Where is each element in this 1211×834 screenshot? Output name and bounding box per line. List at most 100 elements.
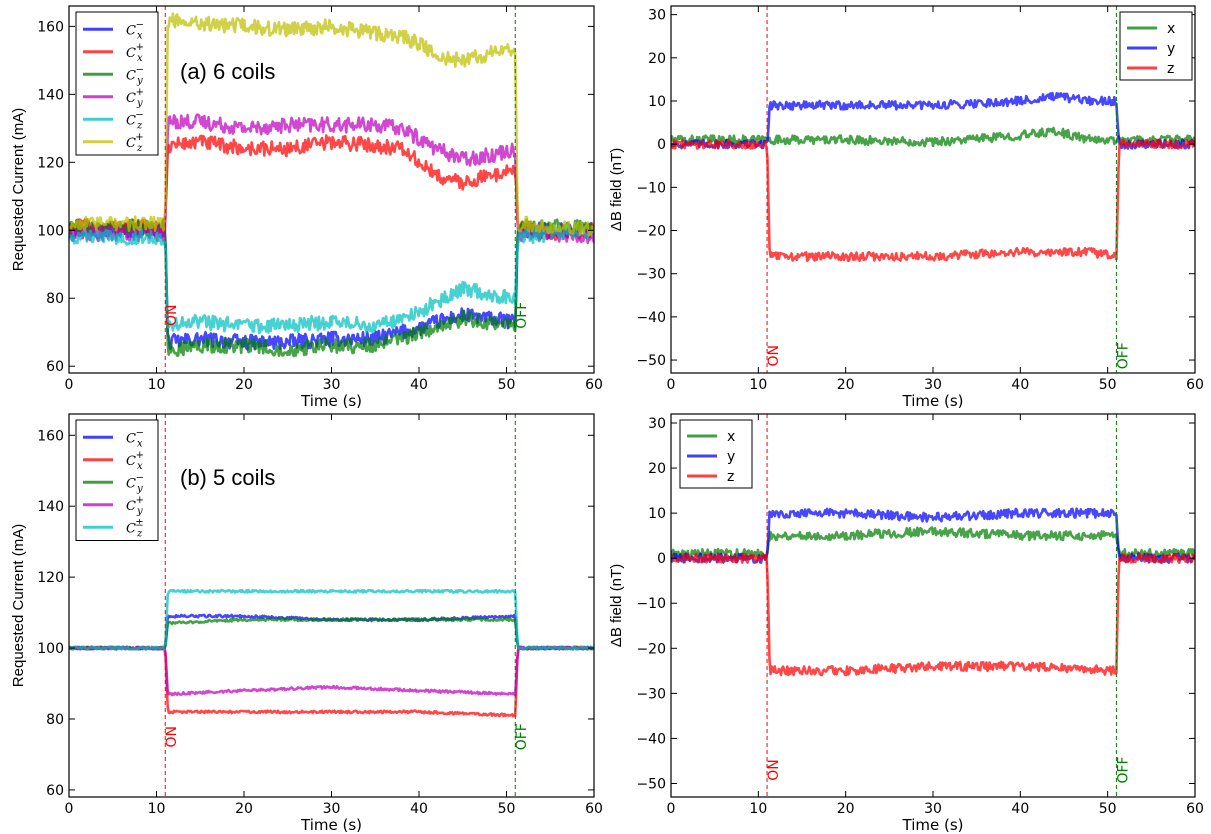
y-tick-label: 160 xyxy=(37,428,64,444)
y-tick-label: 30 xyxy=(648,416,666,432)
x-tick-label: 10 xyxy=(148,801,166,817)
x-tick-label: 30 xyxy=(323,801,341,817)
series-line-2 xyxy=(671,138,1195,263)
legend-box xyxy=(75,419,159,541)
series-line-4 xyxy=(69,223,594,335)
legend-label-sup: ± xyxy=(135,517,143,528)
y-axis-label: Requested Current (mA) xyxy=(10,108,27,271)
legend-label-sub: x xyxy=(137,30,143,41)
legend-label-base: C xyxy=(126,476,136,491)
y-tick-label: 20 xyxy=(648,461,666,477)
legend-label: Cy+ xyxy=(126,87,144,109)
event-label-off: OFF xyxy=(1115,342,1131,369)
legend-label-sup: − xyxy=(136,427,144,438)
event-label-off: OFF xyxy=(514,302,530,329)
legend-label: y xyxy=(1167,41,1175,57)
y-tick-label: 0 xyxy=(657,137,666,153)
y-tick-label: 100 xyxy=(37,223,64,239)
plot-area xyxy=(671,91,1195,263)
legend-label: Cy+ xyxy=(126,495,144,517)
y-axis-label: ΔB field (nT) xyxy=(608,564,625,647)
legend-label-base: C xyxy=(126,91,136,106)
x-tick-label: 0 xyxy=(65,377,74,393)
legend-label-base: C xyxy=(126,68,136,83)
y-tick-label: −40 xyxy=(636,731,666,747)
legend-label: z xyxy=(727,469,734,485)
legend-label: x xyxy=(727,429,735,445)
legend-label-sub: z xyxy=(136,528,143,539)
plot-area xyxy=(671,507,1195,677)
legend-label: Cx− xyxy=(126,427,144,449)
y-tick-label: −50 xyxy=(636,776,666,792)
legend-label: Cz+ xyxy=(126,132,144,154)
y-tick-label: 120 xyxy=(37,155,64,171)
legend-label-sup: − xyxy=(136,19,144,30)
x-axis-label: Time (s) xyxy=(300,392,362,410)
x-tick-label: 40 xyxy=(1011,377,1029,393)
legend-label-sub: x xyxy=(137,53,143,64)
legend-label: Cx+ xyxy=(126,450,144,472)
y-tick-label: −10 xyxy=(636,596,666,612)
legend-label-sup: − xyxy=(135,109,143,120)
legend-label-sub: x xyxy=(137,461,143,472)
series-line-0 xyxy=(671,126,1195,148)
x-tick-label: 0 xyxy=(667,377,676,393)
y-tick-label: −50 xyxy=(636,353,666,369)
x-tick-label: 30 xyxy=(924,801,942,817)
legend-label-base: C xyxy=(126,46,136,61)
y-tick-label: −10 xyxy=(636,180,666,196)
y-tick-label: 10 xyxy=(648,506,666,522)
legend-label-base: C xyxy=(126,23,136,38)
legend-box xyxy=(1119,11,1193,81)
series-line-5 xyxy=(69,12,594,237)
y-tick-label: 80 xyxy=(46,712,64,728)
legend-label-sub: y xyxy=(136,75,143,86)
x-tick-label: 0 xyxy=(667,801,676,817)
legend-label: Cx+ xyxy=(126,42,144,64)
panel-bottom-left: 0 10 20 30 40 50 60 60 80 100 120 140 160 Time (s) Req… xyxy=(10,413,603,834)
x-tick-label: 60 xyxy=(1186,801,1204,817)
x-tick-label: 50 xyxy=(498,377,516,393)
y-tick-label: 100 xyxy=(37,641,64,657)
legend-label-sup: + xyxy=(135,132,143,143)
y-tick-label: 20 xyxy=(648,51,666,67)
legend-label: Cy− xyxy=(126,64,144,86)
y-tick-label: 60 xyxy=(46,783,64,799)
series-line-2 xyxy=(671,552,1195,677)
legend-label-base: C xyxy=(126,113,136,128)
legend-label: y xyxy=(727,449,735,465)
y-axis-label: Requested Current (mA) xyxy=(10,524,27,687)
y-tick-label: −40 xyxy=(636,310,666,326)
panel-annotation: (a) 6 coils xyxy=(180,59,275,84)
event-label-off: OFF xyxy=(1115,756,1131,783)
x-tick-label: 60 xyxy=(1186,377,1204,393)
legend-label: z xyxy=(1167,61,1174,77)
legend-label-base: C xyxy=(126,136,136,151)
y-axis-label: ΔB field (nT) xyxy=(608,148,625,231)
plot-area xyxy=(69,12,594,358)
x-tick-label: 10 xyxy=(749,801,767,817)
x-tick-label: 20 xyxy=(837,377,855,393)
legend-label-sup: − xyxy=(136,64,144,75)
legend-label: Cy− xyxy=(126,472,144,494)
y-tick-label: −20 xyxy=(636,224,666,240)
event-label-on: ON xyxy=(164,304,180,326)
x-tick-label: 30 xyxy=(323,377,341,393)
y-tick-label: 160 xyxy=(37,19,64,35)
legend-label-sub: x xyxy=(137,438,143,449)
x-tick-label: 40 xyxy=(410,377,428,393)
legend-label-sub: y xyxy=(136,483,143,494)
x-tick-label: 40 xyxy=(410,801,428,817)
legend-label-sup: − xyxy=(136,472,144,483)
legend-label: Cz± xyxy=(126,517,144,539)
event-label-off: OFF xyxy=(514,723,530,750)
legend-label: x xyxy=(1167,21,1175,37)
legend-label-sup: + xyxy=(136,450,144,461)
legend-label: Cx− xyxy=(126,19,144,41)
y-tick-label: −20 xyxy=(636,641,666,657)
x-axis-label: Time (s) xyxy=(300,816,362,834)
x-tick-label: 0 xyxy=(65,801,74,817)
x-tick-label: 60 xyxy=(585,801,603,817)
series-line-0 xyxy=(671,526,1195,560)
